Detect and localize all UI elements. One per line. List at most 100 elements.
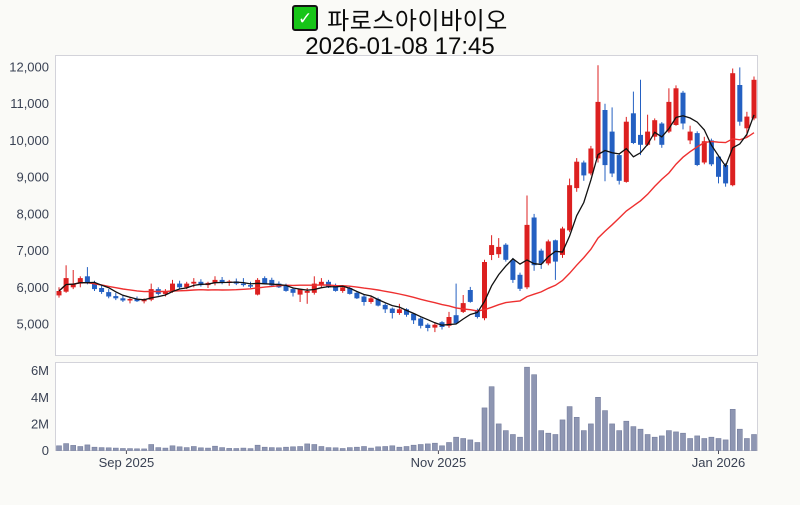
chart-header: ✓ 파로스아이바이오 2026-01-08 17:45 (0, 0, 800, 60)
volume-bar (481, 407, 488, 451)
volume-bar (545, 432, 552, 451)
volume-bar (368, 447, 374, 451)
volume-bar (502, 430, 509, 451)
volume-bar (488, 386, 495, 451)
candle-body (666, 101, 672, 132)
candle-body (701, 141, 707, 163)
candle-body (354, 292, 360, 299)
candle-body (170, 283, 175, 291)
candle-body (113, 296, 119, 299)
candle-body (467, 290, 473, 302)
candle-body (482, 262, 487, 319)
candle-body (418, 318, 424, 326)
volume-bar (91, 446, 98, 451)
volume-bar (495, 423, 502, 451)
chart-title-line: ✓ 파로스아이바이오 (0, 3, 800, 35)
volume-bar (396, 446, 403, 451)
candle-body (708, 140, 714, 165)
candle-body (148, 289, 154, 300)
candle-body (248, 285, 253, 287)
candle-body (396, 309, 402, 313)
volume-bar (127, 448, 133, 451)
volume-bar (276, 447, 282, 451)
volume-bar (63, 443, 69, 451)
candle-body (538, 250, 544, 264)
volume-bar (538, 430, 545, 451)
candle-body (588, 148, 594, 174)
candle-body (191, 281, 197, 284)
candle-body (333, 285, 339, 291)
volume-bar (84, 444, 91, 451)
candle-body (432, 324, 438, 328)
volume-bar (744, 438, 750, 451)
candle-body (545, 241, 551, 264)
candle-body (177, 283, 183, 288)
candle-body (382, 304, 388, 310)
series-visibility-checkbox[interactable]: ✓ (292, 5, 319, 31)
volume-bar (595, 396, 601, 451)
volume-bar (524, 366, 530, 451)
volume-bar (198, 447, 204, 451)
volume-bar (332, 447, 339, 451)
candle-body (489, 245, 495, 255)
volume-bar (552, 434, 559, 451)
price-axis-label: 9,000 (16, 170, 49, 185)
candle-body (510, 260, 516, 280)
candle-body (127, 299, 133, 301)
volume-bar (155, 447, 162, 451)
volume-bar (233, 448, 240, 451)
date-axis-label: Jan 2026 (692, 455, 746, 470)
price-axis-label: 5,000 (16, 317, 49, 332)
volume-bar (162, 447, 169, 451)
candle-body (304, 291, 310, 293)
chart-timestamp: 2026-01-08 17:45 (305, 33, 495, 60)
volume-bar (219, 447, 225, 451)
volume-bar (701, 438, 708, 451)
volume-bar (339, 448, 346, 451)
candle-body (162, 291, 168, 294)
candle-body (389, 308, 395, 313)
candle-body (474, 310, 480, 317)
candle-body (524, 224, 530, 288)
candle-body (311, 283, 317, 293)
volume-bar (666, 430, 672, 451)
price-axis-label: 8,000 (16, 206, 49, 221)
volume-bar (729, 408, 736, 451)
volume-bar (439, 445, 445, 451)
volume-bar (240, 447, 247, 451)
volume-bar (98, 447, 105, 451)
volume-bar (375, 446, 381, 451)
candle-body (134, 299, 140, 302)
volume-bar (559, 419, 566, 451)
candle-body (652, 120, 658, 137)
volume-bar (148, 444, 154, 451)
candle-body (77, 278, 83, 284)
volume-bar (389, 445, 396, 451)
volume-bar (297, 446, 303, 451)
volume-bar (510, 434, 516, 451)
candle-body (297, 289, 303, 295)
volume-bar (602, 410, 608, 451)
volume-bar (226, 448, 232, 451)
volume-bar (318, 446, 325, 451)
volume-bar (247, 448, 254, 451)
volume-bar (361, 446, 367, 451)
volume-axis-label: 2M (31, 416, 49, 431)
volume-bar (623, 420, 630, 451)
volume-bar (715, 438, 722, 451)
candle-body (375, 299, 381, 306)
candle-body (659, 123, 665, 145)
volume-bar (460, 438, 467, 451)
volume-bar (751, 434, 757, 451)
volume-bar (588, 423, 594, 451)
candle-body (219, 279, 225, 283)
candle-body (595, 101, 601, 159)
candle-body (645, 131, 651, 145)
volume-bar (673, 431, 679, 451)
volume-bar (382, 446, 389, 451)
candle-body (723, 165, 729, 184)
volume-bar (424, 443, 431, 451)
candle-body (687, 131, 693, 141)
price-axis-label: 6,000 (16, 280, 49, 295)
volume-bar (708, 436, 715, 451)
